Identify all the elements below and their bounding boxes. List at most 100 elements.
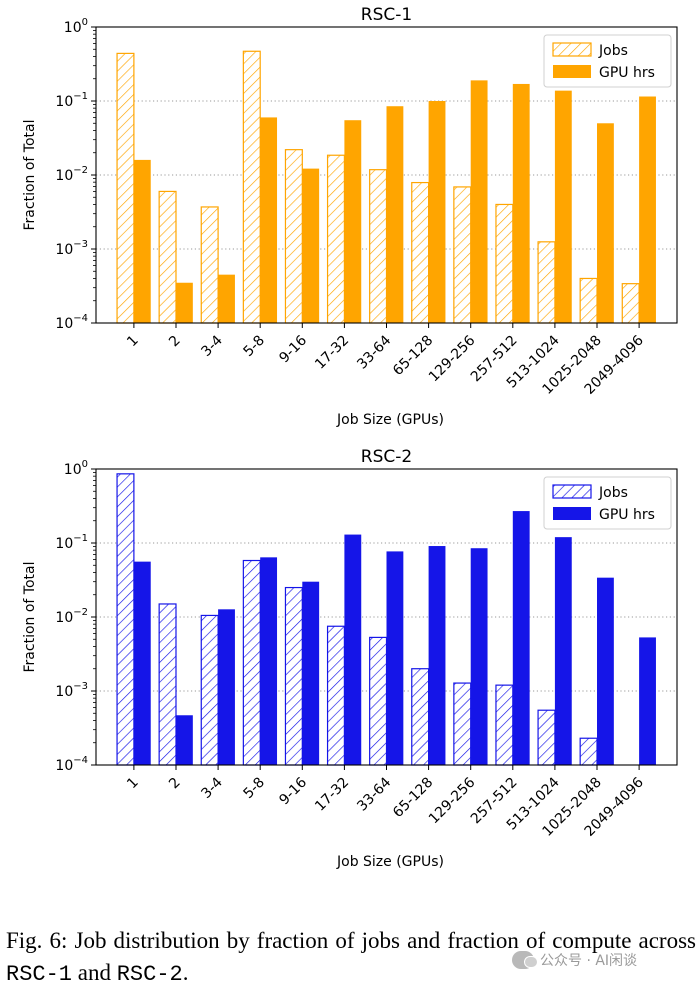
bar-gpu-hrs-129-256 [470, 548, 488, 765]
x-axis-label: Job Size (GPUs) [336, 412, 444, 428]
bar-gpu-hrs-17-32 [344, 120, 362, 323]
bar-jobs-33-64 [369, 169, 388, 324]
x-tick-label-1: 1 [124, 333, 142, 351]
bar-gpu-hrs-2 [175, 715, 193, 765]
legend: Jobs GPU hrs [543, 34, 672, 88]
caption-rsc-2: RSC-2 [116, 962, 183, 987]
bar-gpu-hrs-3-4 [218, 609, 235, 765]
x-tick-label-9-16: 9-16 [276, 332, 310, 366]
bar-gpu-hrs-257-512 [512, 511, 530, 765]
bar-jobs-17-32 [326, 154, 345, 324]
y-tick-label: 100 [64, 17, 88, 36]
x-tick-label-1: 1 [124, 775, 142, 793]
bar-jobs-1 [116, 52, 135, 324]
legend-label-gpu-hrs: GPU hrs [599, 507, 655, 523]
bar-jobs-2 [158, 190, 177, 324]
x-tick-label-5-8: 5-8 [241, 775, 268, 802]
bar-jobs-257-512 [495, 203, 514, 324]
bar-gpu-hrs-1 [133, 561, 151, 765]
bar-jobs-2049-4096 [621, 283, 640, 324]
x-tick-label-2: 2 [166, 775, 184, 793]
chart-rsc-1: 100 10−1 10−2 10−3 10−4 1 2 3-4 5-8 9-16 17-32 33-6… [22, 5, 678, 428]
y-tick-label: 10−1 [55, 533, 88, 552]
legend-swatch-gpu-hrs [553, 507, 591, 520]
bar-jobs-1025-2048 [579, 737, 598, 766]
legend-label-jobs: Jobs [598, 43, 628, 59]
bar-gpu-hrs-9-16 [302, 581, 320, 765]
watermark-text: 公众号 · AI闲谈 [540, 953, 638, 969]
bar-jobs-2 [158, 603, 177, 766]
bar-gpu-hrs-33-64 [386, 551, 404, 765]
y-tick-label: 10−3 [55, 239, 88, 258]
bar-jobs-3-4 [200, 206, 219, 324]
bar-jobs-17-32 [326, 625, 345, 766]
x-tick-label-17-32: 17-32 [312, 775, 352, 815]
legend-label-gpu-hrs: GPU hrs [599, 65, 655, 81]
bar-gpu-hrs-1025-2048 [597, 577, 614, 765]
y-tick-label: 100 [64, 459, 88, 478]
bar-gpu-hrs-129-256 [470, 80, 488, 324]
caption-mid: and [72, 960, 117, 985]
y-tick-label: 10−2 [55, 607, 88, 626]
bar-jobs-65-128 [411, 181, 430, 324]
caption-rsc-1: RSC-1 [6, 962, 73, 987]
chart-title: RSC-2 [361, 447, 412, 467]
x-tick-label-33-64: 33-64 [354, 332, 394, 372]
bar-gpu-hrs-65-128 [428, 546, 446, 765]
figure-caption: Fig. 6: Job distribution by fraction of … [6, 925, 696, 991]
y-tick-label: 10−1 [55, 91, 88, 110]
legend-swatch-gpu-hrs [553, 65, 591, 78]
bar-jobs-129-256 [453, 682, 472, 766]
bar-jobs-5-8 [242, 50, 261, 324]
bar-gpu-hrs-513-1024 [554, 537, 572, 765]
x-tick-label-9-16: 9-16 [276, 774, 310, 808]
y-tick-label: 10−4 [55, 755, 88, 774]
x-tick-label-2: 2 [166, 333, 184, 351]
bar-jobs-513-1024 [537, 241, 556, 324]
y-axis-label: Fraction of Total [22, 120, 38, 231]
caption-lead: Fig. 6: Job distribution by fraction of … [6, 928, 696, 953]
bar-jobs-1 [116, 473, 135, 766]
x-tick-label-17-32: 17-32 [312, 333, 352, 373]
y-axis-label: Fraction of Total [22, 562, 38, 673]
legend: Jobs GPU hrs [543, 476, 672, 530]
bar-gpu-hrs-3-4 [218, 274, 235, 323]
x-tick-label-33-64: 33-64 [354, 774, 394, 814]
bar-jobs-3-4 [200, 614, 219, 766]
x-tick-label-3-4: 3-4 [198, 774, 226, 802]
chart-rsc-2: 100 10−1 10−2 10−3 10−4 1 2 3-4 5-8 9-16 17-32 33-6… [22, 447, 678, 870]
bar-jobs-5-8 [242, 559, 261, 766]
caption-end: . [182, 960, 189, 985]
bar-jobs-33-64 [369, 636, 388, 766]
bar-jobs-1025-2048 [579, 277, 598, 324]
bar-gpu-hrs-5-8 [260, 557, 278, 765]
y-tick-label: 10−3 [55, 681, 88, 700]
bar-jobs-129-256 [453, 186, 472, 324]
bar-jobs-513-1024 [537, 709, 556, 766]
bar-gpu-hrs-65-128 [428, 101, 446, 323]
watermark: 公众号 · AI闲谈 [512, 950, 637, 970]
bar-gpu-hrs-9-16 [302, 168, 320, 323]
bar-gpu-hrs-17-32 [344, 534, 362, 765]
bar-gpu-hrs-1025-2048 [597, 123, 614, 324]
y-tick-label: 10−2 [55, 165, 88, 184]
wechat-icon [512, 951, 538, 969]
bar-gpu-hrs-33-64 [386, 106, 404, 324]
bar-gpu-hrs-2049-4096 [639, 96, 656, 323]
legend-swatch-jobs [552, 484, 592, 499]
bar-gpu-hrs-2049-4096 [639, 637, 656, 765]
x-tick-label-3-4: 3-4 [198, 332, 226, 360]
bar-gpu-hrs-513-1024 [554, 90, 572, 323]
bar-jobs-9-16 [284, 586, 303, 766]
bar-gpu-hrs-257-512 [512, 83, 530, 323]
x-axis-label: Job Size (GPUs) [336, 854, 444, 870]
bar-gpu-hrs-2 [175, 282, 193, 323]
x-tick-label-5-8: 5-8 [241, 333, 268, 360]
bar-gpu-hrs-1 [133, 159, 151, 323]
y-tick-label: 10−4 [55, 313, 88, 332]
bar-jobs-9-16 [284, 149, 303, 324]
legend-swatch-jobs [552, 42, 592, 57]
legend-label-jobs: Jobs [598, 485, 628, 501]
bar-gpu-hrs-5-8 [260, 117, 278, 323]
